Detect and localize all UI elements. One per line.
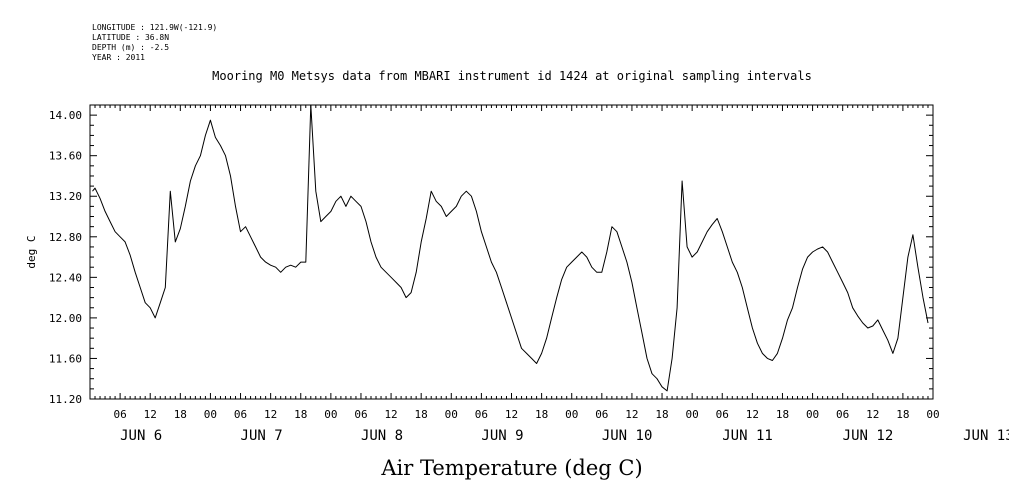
x-tick-label: 12 — [866, 408, 879, 421]
x-tick-label: 00 — [204, 408, 217, 421]
x-tick-label: 18 — [776, 408, 789, 421]
latitude-text: LATITUDE : 36.8N — [92, 33, 169, 42]
chart-title: Mooring M0 Metsys data from MBARI instru… — [212, 69, 812, 83]
y-tick-label: 11.20 — [49, 393, 82, 406]
x-tick-label: 18 — [294, 408, 307, 421]
y-tick-label: 12.00 — [49, 312, 82, 325]
series-group — [92, 104, 929, 392]
x-tick-label: 06 — [595, 408, 608, 421]
x-tick-label: 18 — [655, 408, 668, 421]
longitude-text: LONGITUDE : 121.9W(-121.9) — [92, 23, 217, 32]
y-axis-label: deg C — [25, 235, 38, 268]
y-tick-label: 13.20 — [49, 190, 82, 203]
x-tick-label: 12 — [264, 408, 277, 421]
y-tick-label: 14.00 — [49, 109, 82, 122]
x-day-label: JUN 12 — [843, 428, 894, 444]
x-tick-label: 12 — [746, 408, 759, 421]
y-tick-label: 12.80 — [49, 231, 82, 244]
x-tick-label: 00 — [565, 408, 578, 421]
x-axis-title: Air Temperature (deg C) — [380, 456, 642, 480]
year-text: YEAR : 2011 — [92, 53, 145, 62]
x-tick-label: 06 — [475, 408, 488, 421]
series-line — [92, 104, 929, 392]
x-tick-label: 00 — [324, 408, 337, 421]
x-tick-label: 12 — [625, 408, 638, 421]
header-metadata: LONGITUDE : 121.9W(-121.9) LATITUDE : 36… — [92, 23, 217, 62]
x-tick-label: 12 — [384, 408, 397, 421]
x-tick-label: 00 — [686, 408, 699, 421]
plot-frame — [89, 104, 934, 400]
x-tick-label: 06 — [354, 408, 367, 421]
x-tick-label: 00 — [445, 408, 458, 421]
x-axis-ticks: 06 12 18 00 06 12 18 00 06 12 18 00 06 12 18 00 06 12 18 00… — [89, 105, 1009, 444]
x-tick-label: 18 — [896, 408, 909, 421]
x-tick-label: 18 — [535, 408, 548, 421]
x-day-label: JUN 7 — [241, 428, 283, 444]
y-axis-ticks: 14.00 13.60 13.20 12.80 12.40 12.00 11.60 11.20 — [49, 104, 933, 406]
x-day-label: JUN 9 — [481, 428, 523, 444]
x-tick-label: 06 — [716, 408, 729, 421]
x-tick-label: 18 — [174, 408, 187, 421]
x-day-label: JUN 10 — [602, 428, 653, 444]
x-tick-label: 18 — [415, 408, 428, 421]
depth-text: DEPTH (m) : -2.5 — [92, 43, 169, 52]
x-day-label: JUN 6 — [120, 428, 162, 444]
x-tick-label: 00 — [806, 408, 819, 421]
x-tick-label: 06 — [113, 408, 126, 421]
x-tick-label: 06 — [836, 408, 849, 421]
x-day-label: JUN 8 — [361, 428, 403, 444]
y-tick-label: 11.60 — [49, 352, 82, 365]
x-tick-label: 00 — [926, 408, 939, 421]
y-tick-label: 13.60 — [49, 150, 82, 163]
x-day-label: JUN 13 — [963, 428, 1009, 444]
x-tick-label: 12 — [144, 408, 157, 421]
y-tick-label: 12.40 — [49, 271, 82, 284]
x-tick-label: 12 — [505, 408, 518, 421]
x-tick-label: 06 — [234, 408, 247, 421]
x-day-label: JUN 11 — [722, 428, 773, 444]
